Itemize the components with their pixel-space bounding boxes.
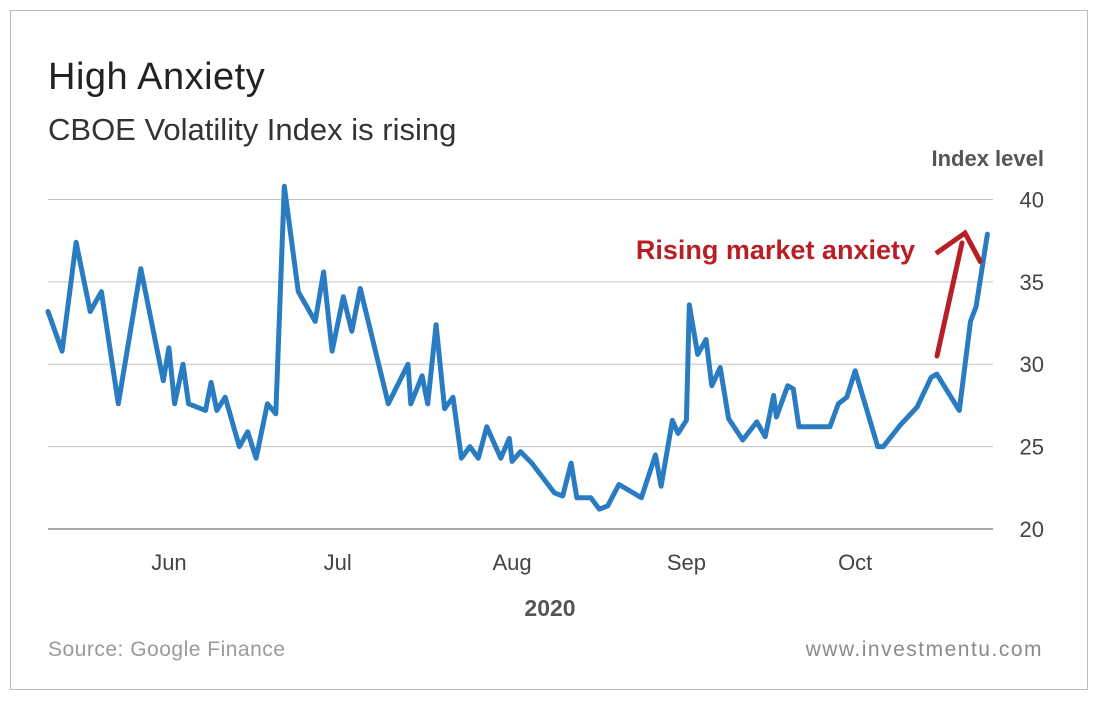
- y-tick-label: 30: [1020, 352, 1044, 377]
- chart-title: High Anxiety: [48, 56, 266, 98]
- x-tick-label: Sep: [667, 550, 706, 575]
- y-axis-ticks: 20 25 30 35 40: [1020, 187, 1044, 542]
- x-tick-label: Jul: [324, 550, 352, 575]
- chart-frame: [10, 10, 1088, 690]
- x-axis-label: 2020: [524, 595, 575, 621]
- x-tick-label: Jun: [151, 550, 186, 575]
- x-tick-label: Aug: [492, 550, 531, 575]
- annotation-text: Rising market anxiety: [636, 235, 915, 265]
- y-tick-label: 25: [1020, 435, 1044, 460]
- y-axis-label: Index level: [931, 146, 1044, 171]
- y-tick-label: 20: [1020, 517, 1044, 542]
- y-tick-label: 35: [1020, 270, 1044, 295]
- x-axis-ticks: Jun Jul Aug Sep Oct: [151, 550, 872, 575]
- series-line-vix: [45, 183, 990, 512]
- source-note: Source: Google Finance: [48, 638, 286, 661]
- series-layer: [45, 183, 990, 512]
- x-tick-label: Oct: [838, 550, 872, 575]
- website-credit: www.investmentu.com: [805, 638, 1043, 661]
- annotation-arrow: [934, 229, 984, 359]
- gridlines: [48, 198, 993, 530]
- chart-subtitle: CBOE Volatility Index is rising: [48, 112, 457, 147]
- y-tick-label: 40: [1020, 187, 1044, 212]
